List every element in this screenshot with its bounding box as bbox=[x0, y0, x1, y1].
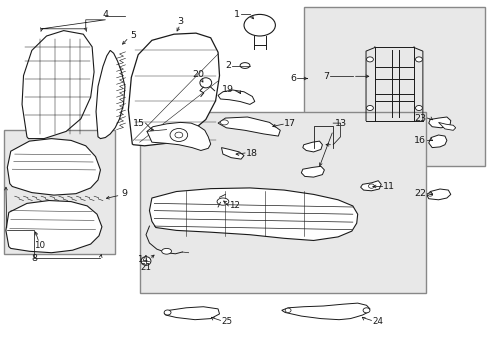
Polygon shape bbox=[301, 166, 324, 177]
Text: 20: 20 bbox=[193, 71, 204, 79]
Ellipse shape bbox=[428, 193, 433, 196]
Polygon shape bbox=[147, 122, 211, 150]
Text: 1: 1 bbox=[234, 10, 240, 19]
Polygon shape bbox=[6, 201, 102, 253]
Polygon shape bbox=[7, 139, 100, 195]
Text: 4: 4 bbox=[102, 10, 108, 19]
Text: 12: 12 bbox=[229, 202, 240, 210]
Text: 6: 6 bbox=[291, 74, 296, 83]
Polygon shape bbox=[221, 148, 244, 159]
Polygon shape bbox=[361, 181, 381, 191]
Ellipse shape bbox=[162, 248, 172, 254]
Polygon shape bbox=[22, 31, 94, 139]
Text: 25: 25 bbox=[221, 317, 233, 325]
Polygon shape bbox=[218, 90, 255, 104]
Text: 14: 14 bbox=[137, 256, 148, 264]
Text: 10: 10 bbox=[34, 241, 45, 250]
Bar bbox=[304, 7, 485, 166]
Text: 9: 9 bbox=[122, 189, 127, 198]
Text: 18: 18 bbox=[246, 149, 258, 158]
Text: 11: 11 bbox=[383, 182, 395, 191]
Text: 3: 3 bbox=[177, 17, 183, 26]
Ellipse shape bbox=[240, 63, 250, 68]
Ellipse shape bbox=[244, 14, 275, 36]
Polygon shape bbox=[218, 117, 280, 136]
Bar bbox=[4, 130, 115, 254]
Ellipse shape bbox=[141, 257, 151, 265]
Ellipse shape bbox=[170, 129, 188, 141]
Polygon shape bbox=[164, 307, 220, 320]
Polygon shape bbox=[427, 189, 451, 200]
Polygon shape bbox=[282, 303, 370, 320]
Text: 23: 23 bbox=[414, 113, 426, 122]
Ellipse shape bbox=[416, 105, 422, 111]
Ellipse shape bbox=[368, 184, 374, 188]
Text: 8: 8 bbox=[31, 254, 37, 263]
Text: 24: 24 bbox=[372, 317, 383, 325]
Text: 17: 17 bbox=[284, 118, 296, 127]
Ellipse shape bbox=[200, 78, 212, 88]
Polygon shape bbox=[149, 188, 358, 240]
Text: 2: 2 bbox=[225, 61, 231, 70]
Ellipse shape bbox=[285, 308, 291, 312]
Ellipse shape bbox=[217, 198, 229, 205]
Text: 21: 21 bbox=[141, 263, 151, 271]
Polygon shape bbox=[96, 50, 125, 139]
Text: 13: 13 bbox=[335, 118, 346, 127]
Ellipse shape bbox=[220, 120, 228, 125]
Polygon shape bbox=[439, 122, 456, 130]
Polygon shape bbox=[429, 117, 451, 128]
Text: 22: 22 bbox=[415, 189, 426, 198]
Text: 19: 19 bbox=[222, 85, 234, 94]
Ellipse shape bbox=[367, 105, 373, 111]
Text: 7: 7 bbox=[323, 72, 329, 81]
Ellipse shape bbox=[416, 57, 422, 62]
Polygon shape bbox=[429, 135, 447, 148]
Ellipse shape bbox=[367, 57, 373, 62]
Text: 16: 16 bbox=[415, 136, 426, 145]
Ellipse shape bbox=[363, 308, 370, 313]
Ellipse shape bbox=[175, 132, 183, 138]
Text: 5: 5 bbox=[130, 31, 136, 40]
Polygon shape bbox=[303, 141, 322, 152]
Polygon shape bbox=[128, 33, 220, 146]
Ellipse shape bbox=[164, 310, 171, 315]
Bar bbox=[140, 112, 426, 293]
Text: 15: 15 bbox=[133, 118, 145, 127]
